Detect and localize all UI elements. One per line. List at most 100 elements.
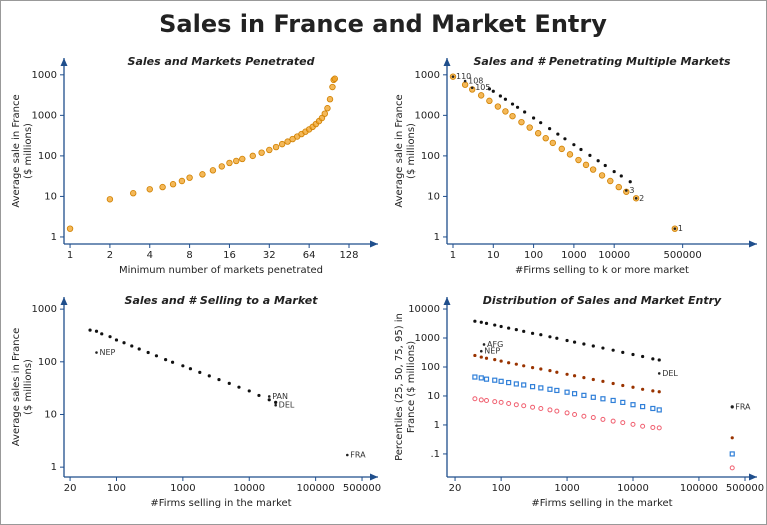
x-arrow	[370, 240, 378, 248]
point	[596, 159, 600, 163]
point	[503, 97, 508, 101]
point	[651, 357, 655, 361]
x-tick-label: 10	[487, 250, 500, 261]
point	[258, 149, 265, 156]
point	[522, 329, 526, 333]
point	[590, 415, 596, 421]
point	[483, 376, 490, 382]
point	[579, 147, 583, 152]
point	[513, 402, 519, 408]
point	[169, 181, 177, 188]
point	[656, 425, 662, 431]
x-tick-label: 128	[339, 250, 358, 261]
y-axis-title: Percentiles (25, 50, 75, 95) in	[394, 313, 405, 461]
point	[522, 364, 526, 368]
point	[631, 352, 635, 357]
panel-title: Distribution of Sales and Market Entry	[483, 294, 722, 307]
annotation-point	[730, 405, 734, 409]
point	[237, 385, 241, 389]
y-axis-title: Average sales in France	[11, 328, 22, 446]
annotation: 2	[639, 194, 644, 203]
panel-title: Sales and # Selling to a Market	[125, 294, 319, 307]
point	[582, 161, 590, 169]
point	[628, 180, 632, 184]
point	[461, 81, 469, 88]
point	[523, 110, 527, 114]
annotation: NEP	[99, 348, 115, 357]
point	[181, 364, 185, 368]
point	[274, 400, 278, 404]
point	[188, 367, 193, 371]
point	[619, 174, 623, 178]
point	[267, 398, 271, 402]
point	[507, 361, 511, 365]
x-tick-label: 1	[67, 250, 73, 261]
y-arrow	[60, 58, 68, 66]
x-axis-title: #Firms selling in the market	[531, 498, 672, 509]
point	[493, 323, 497, 327]
annotation-point	[451, 75, 455, 78]
point	[521, 403, 527, 409]
point	[510, 102, 515, 106]
annotation-point	[463, 79, 467, 83]
point	[100, 332, 104, 336]
point	[575, 156, 582, 164]
point	[657, 358, 661, 362]
point	[159, 183, 166, 191]
point	[729, 465, 735, 471]
panel-title: Sales and Markets Penetrated	[128, 55, 315, 68]
point	[603, 163, 607, 168]
point	[498, 399, 504, 405]
point	[631, 385, 635, 389]
annotation: 1	[678, 224, 683, 233]
annotation-point	[482, 343, 486, 346]
point	[198, 370, 202, 374]
point	[247, 389, 251, 393]
annotation: FRA	[350, 451, 366, 460]
point	[108, 335, 112, 339]
point	[249, 152, 256, 160]
point	[539, 121, 543, 125]
point	[530, 331, 535, 335]
y-tick-label: 10	[427, 191, 440, 202]
point	[611, 381, 615, 386]
point	[272, 143, 280, 151]
point	[538, 385, 544, 391]
y-tick-label: 10	[427, 391, 440, 402]
point	[493, 357, 497, 362]
x-tick-label: 4	[147, 250, 153, 261]
point	[542, 135, 549, 142]
annotation-point	[673, 227, 677, 230]
point	[641, 387, 645, 391]
x-tick-label: 20	[449, 483, 462, 494]
page-title: Sales in France and Market Entry	[159, 10, 607, 38]
y-axis-title: France ($ millions)	[406, 341, 417, 433]
point	[514, 362, 518, 366]
annotation-point	[95, 351, 98, 354]
point	[588, 153, 592, 157]
point	[600, 416, 606, 422]
point	[571, 391, 578, 397]
point	[582, 376, 586, 380]
annotation: FRA	[735, 402, 751, 411]
point	[656, 407, 662, 413]
point	[239, 155, 246, 163]
point	[278, 140, 286, 148]
point	[611, 348, 615, 352]
point	[548, 127, 552, 131]
point	[178, 177, 186, 185]
point	[324, 105, 331, 112]
point	[227, 381, 231, 385]
y-axis-title: Average sale in France	[11, 94, 22, 207]
annotation-point	[634, 196, 638, 200]
point	[615, 183, 622, 191]
point	[498, 94, 502, 98]
x-tick-label: 16	[223, 250, 236, 261]
point	[623, 188, 630, 195]
y-tick-label: 10	[44, 409, 57, 420]
point	[114, 338, 119, 342]
x-tick-label: 100	[492, 483, 511, 494]
x-tick-label: 1	[450, 250, 456, 261]
point	[494, 103, 502, 110]
